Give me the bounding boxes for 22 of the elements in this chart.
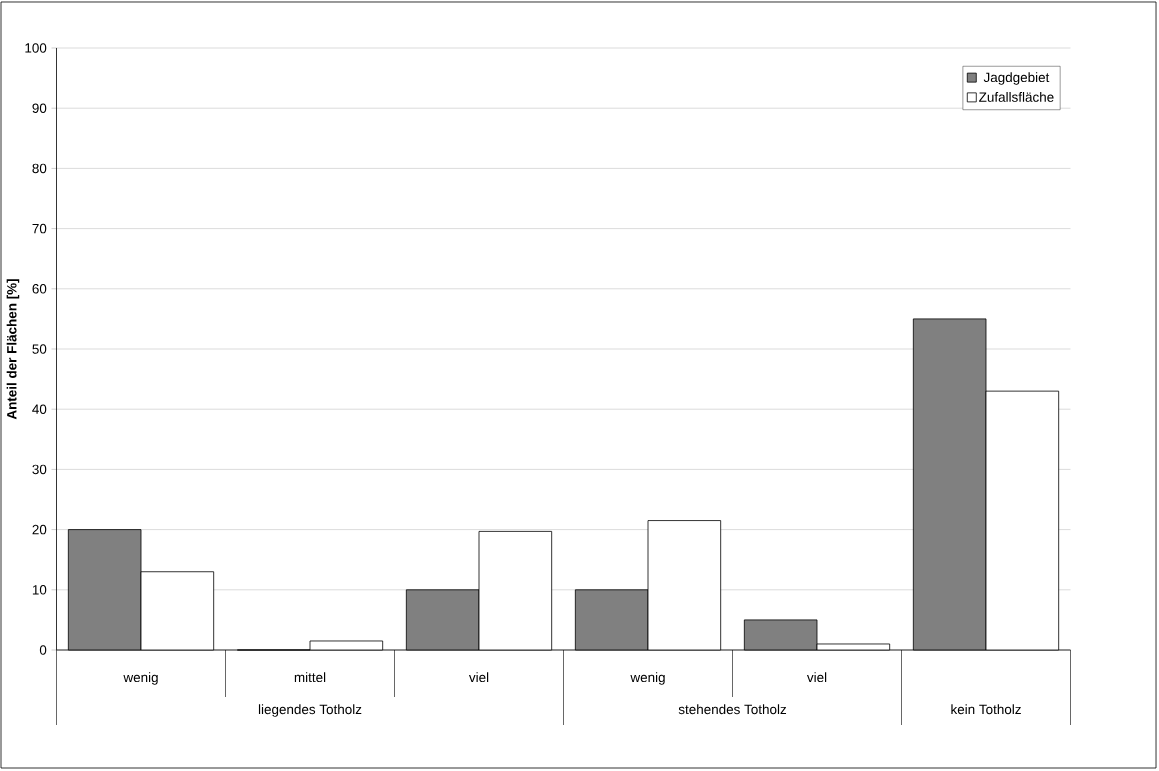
legend-label: Jagdgebiet — [983, 72, 1050, 85]
y-tick-label: 90 — [32, 103, 47, 113]
legend-label: Zufallsfläche — [979, 91, 1054, 102]
y-axis-title: Anteil der Flächen [%] — [6, 279, 20, 420]
y-tick-label: 30 — [32, 464, 47, 475]
x-tick-label: viel — [806, 672, 827, 683]
y-tick-label: 10 — [32, 585, 47, 595]
text: liegendes Totholz — [258, 704, 362, 717]
y-tick-label: 20 — [32, 524, 47, 535]
y-tick-label: 50 — [32, 344, 47, 354]
y-tick-label: 100 — [25, 43, 47, 53]
x-tick-label: mittel — [294, 672, 326, 683]
x-tick-label: wenig — [123, 672, 158, 685]
text: stehendes Totholz — [678, 704, 787, 715]
text: kein Totholz — [951, 704, 1021, 715]
y-tick-label: 0 — [39, 645, 47, 655]
y-tick-label: 80 — [32, 163, 47, 174]
y-tick-label: 70 — [32, 223, 47, 234]
y-tick-label: 60 — [32, 284, 47, 294]
x-tick-label: viel — [468, 672, 489, 683]
x-tick-label: wenig — [630, 672, 665, 685]
y-tick-label: 40 — [32, 404, 47, 414]
